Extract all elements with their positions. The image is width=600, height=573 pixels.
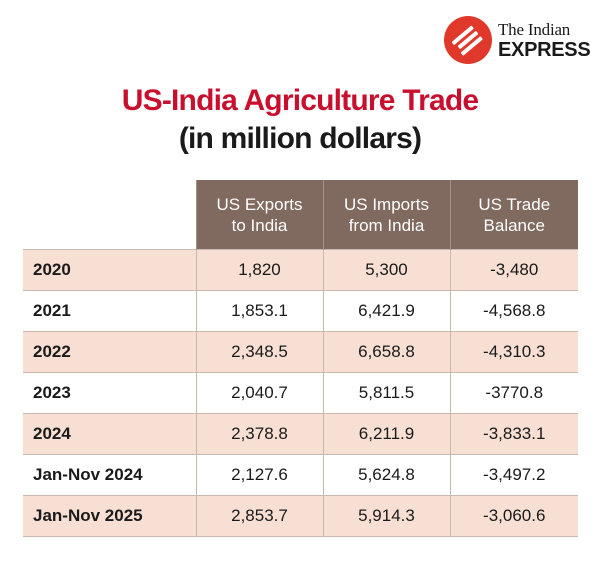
- row-label: 2024: [23, 413, 196, 455]
- trade-table: US Exports to India US Imports from Indi…: [23, 180, 578, 537]
- cell-us-exports: 2,378.8: [195, 413, 323, 455]
- brand-logo: The Indian EXPRESS: [444, 14, 591, 66]
- table-row-jan-nov-2024: Jan-Nov 2024 2,127.6 5,624.8 -3,497.2: [23, 454, 578, 496]
- chart-subtitle: (in million dollars): [178, 122, 422, 155]
- table-row-2021: 2021 1,853.1 6,421.9 -4,568.8: [23, 290, 578, 332]
- cell-us-exports: 1,820: [195, 249, 323, 291]
- header-row: US Exports to India US Imports from Indi…: [23, 180, 578, 250]
- header-blank: [23, 180, 196, 250]
- cell-us-imports: 5,914.3: [322, 495, 450, 537]
- row-label: 2021: [23, 290, 196, 332]
- table-row-2023: 2023 2,040.7 5,811.5 -3770.8: [23, 372, 578, 414]
- row-label: Jan-Nov 2025: [23, 495, 196, 537]
- row-label: 2023: [23, 372, 196, 414]
- indian-express-logo-icon: [444, 16, 492, 64]
- header-us-exports-label: US Exports to India: [216, 194, 303, 235]
- row-label: 2020: [23, 249, 196, 291]
- cell-trade-balance: -3,480: [449, 249, 578, 291]
- cell-trade-balance: -4,310.3: [449, 331, 578, 373]
- cell-us-imports: 6,658.8: [322, 331, 450, 373]
- header-us-imports: US Imports from India: [322, 180, 450, 250]
- cell-us-exports: 1,853.1: [195, 290, 323, 332]
- header-us-exports: US Exports to India: [195, 180, 323, 250]
- header-us-trade-balance-label: US Trade Balance: [478, 194, 551, 235]
- cell-us-exports: 2,040.7: [195, 372, 323, 414]
- cell-us-imports: 5,624.8: [322, 454, 450, 496]
- header-us-trade-balance: US Trade Balance: [449, 180, 578, 250]
- table-row-2020: 2020 1,820 5,300 -3,480: [23, 249, 578, 291]
- table-row-2022: 2022 2,348.5 6,658.8 -4,310.3: [23, 331, 578, 373]
- cell-us-exports: 2,853.7: [195, 495, 323, 537]
- row-label: Jan-Nov 2024: [23, 454, 196, 496]
- cell-trade-balance: -3,833.1: [449, 413, 578, 455]
- cell-us-exports: 2,348.5: [195, 331, 323, 373]
- cell-us-imports: 6,421.9: [322, 290, 450, 332]
- cell-trade-balance: -4,568.8: [449, 290, 578, 332]
- cell-trade-balance: -3,060.6: [449, 495, 578, 537]
- header-us-imports-label: US Imports from India: [343, 194, 430, 235]
- brand-wordmark: The Indian EXPRESS: [498, 19, 591, 61]
- cell-us-imports: 5,300: [322, 249, 450, 291]
- cell-us-imports: 6,211.9: [322, 413, 450, 455]
- brand-line1: The Indian: [498, 19, 571, 39]
- cell-trade-balance: -3770.8: [449, 372, 578, 414]
- cell-us-imports: 5,811.5: [322, 372, 450, 414]
- brand-line2: EXPRESS: [498, 38, 591, 61]
- row-label: 2022: [23, 331, 196, 373]
- cell-trade-balance: -3,497.2: [449, 454, 578, 496]
- chart-title: US-India Agriculture Trade: [121, 84, 479, 117]
- table-row-jan-nov-2025: Jan-Nov 2025 2,853.7 5,914.3 -3,060.6: [23, 495, 578, 537]
- cell-us-exports: 2,127.6: [195, 454, 323, 496]
- table-row-2024: 2024 2,378.8 6,211.9 -3,833.1: [23, 413, 578, 455]
